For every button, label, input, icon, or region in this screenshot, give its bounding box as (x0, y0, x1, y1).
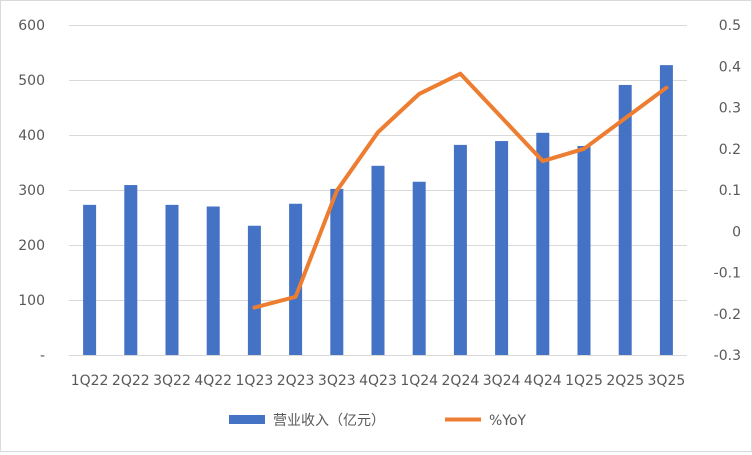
x-axis-category-label: 3Q22 (153, 373, 191, 389)
x-axis-category-label: 2Q25 (606, 373, 644, 389)
right-axis-tick-label: 0.4 (719, 59, 741, 75)
yoy-line (252, 71, 669, 310)
x-axis-category-label: 1Q22 (71, 373, 109, 389)
left-axis-tick-label: 100 (18, 293, 45, 309)
x-axis-category-label: 1Q24 (400, 373, 438, 389)
bar (453, 144, 467, 355)
bar (124, 185, 138, 355)
left-axis-tick-label: - (40, 348, 45, 364)
bar (495, 141, 509, 355)
x-axis: 1Q22 2Q22 3Q22 4Q22 1Q23 2Q23 3Q23 4Q23 1Q24 2Q24… (71, 373, 686, 389)
x-axis-category-label: 1Q25 (565, 373, 603, 389)
bar (165, 204, 179, 355)
legend: 营业收入（亿元） %YoY (229, 413, 527, 429)
legend-label-revenue: 营业收入（亿元） (273, 413, 385, 429)
left-y-axis: - 100 200 300 400 500 600 (18, 18, 45, 364)
bar (371, 165, 385, 355)
bar (247, 225, 261, 355)
left-axis-tick-label: 400 (18, 128, 45, 144)
x-axis-category-label: 4Q23 (359, 373, 397, 389)
right-axis-tick-label: -0.3 (714, 348, 741, 364)
bar (659, 65, 673, 356)
right-axis-tick-label: 0.5 (719, 18, 741, 34)
right-axis-tick-label: 0 (732, 224, 741, 240)
bar-series (83, 65, 673, 356)
bar (577, 146, 591, 355)
x-axis-category-label: 3Q25 (648, 373, 686, 389)
right-axis-tick-label: -0.2 (714, 307, 741, 323)
x-axis-category-label: 4Q22 (194, 373, 232, 389)
bar (289, 203, 303, 355)
right-y-axis: -0.3 -0.2 -0.1 0 0.1 0.2 0.3 0.4 0.5 (714, 18, 741, 364)
line-series (252, 71, 669, 310)
right-axis-tick-label: 0.1 (719, 183, 741, 199)
x-axis-category-label: 1Q23 (236, 373, 274, 389)
left-axis-tick-label: 300 (18, 183, 45, 199)
bar (536, 132, 550, 355)
x-axis-category-label: 4Q24 (524, 373, 562, 389)
x-axis-category-label: 3Q24 (483, 373, 521, 389)
x-axis-category-label: 2Q22 (112, 373, 150, 389)
left-axis-tick-label: 200 (18, 238, 45, 254)
legend-label-yoy: %YoY (489, 413, 527, 429)
left-axis-tick-label: 500 (18, 73, 45, 89)
bar (330, 188, 344, 355)
bar (83, 204, 97, 355)
left-axis-tick-label: 600 (18, 18, 45, 34)
right-axis-tick-label: 0.3 (719, 101, 741, 117)
x-axis-category-label: 2Q23 (277, 373, 315, 389)
x-axis-category-label: 2Q24 (442, 373, 480, 389)
bar (206, 206, 220, 355)
bar (618, 84, 632, 355)
legend-swatch-revenue (229, 415, 265, 424)
right-axis-tick-label: 0.2 (719, 142, 741, 158)
right-axis-tick-label: -0.1 (714, 266, 741, 282)
x-axis-category-label: 3Q23 (318, 373, 356, 389)
bar (412, 181, 426, 355)
